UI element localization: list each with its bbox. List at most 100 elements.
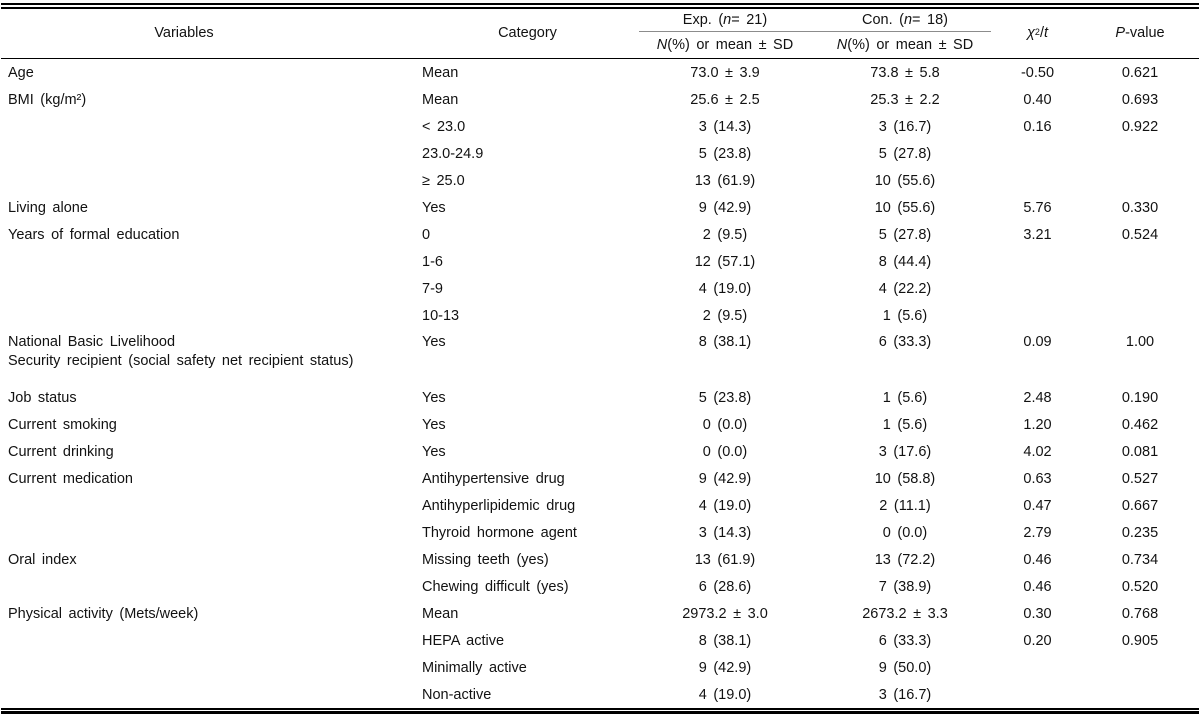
exp-subheader: N (%) or mean ± SD — [635, 32, 815, 58]
exp-group-prefix: Exp. ( — [682, 11, 724, 28]
group-labels-row: Exp. (n = 21) Con. (n = 18) — [635, 9, 995, 31]
table-row: Current medication Antihypertensive drug… — [0, 465, 1200, 492]
variable-label: National Basic Livelihood — [8, 333, 176, 350]
table-row: Antihyperlipidemic drug 4 (19.0) 2 (11.1… — [0, 492, 1200, 519]
exp-value-cell: 9 (42.9) — [698, 199, 752, 216]
table-row: Current drinking Yes 0 (0.0) 3 (17.6) 4.… — [0, 438, 1200, 465]
exp-value-cell: 13 (61.9) — [694, 172, 756, 189]
chi-value-cell: 2.79 — [1023, 524, 1052, 541]
table-row: BMI (kg/m²) Mean 25.6 ± 2.5 25.3 ± 2.2 0… — [0, 86, 1200, 113]
table-row: ≥ 25.0 13 (61.9) 10 (55.6) — [0, 167, 1200, 194]
table-row: Non-active 4 (19.0) 3 (16.7) — [0, 681, 1200, 708]
con-value-cell: 1 (5.6) — [882, 416, 928, 433]
p-value-cell: 0.527 — [1121, 470, 1159, 487]
exp-value-cell: 0 (0.0) — [702, 443, 748, 460]
con-value-cell: 10 (58.8) — [874, 470, 936, 487]
con-value-cell: 6 (33.3) — [878, 334, 932, 351]
p-value-cell: 0.768 — [1121, 605, 1159, 622]
variable-cell: Years of formal education — [0, 227, 420, 243]
category-cell: Yes — [422, 199, 446, 216]
con-value-cell: 0 (0.0) — [882, 524, 928, 541]
exp-value-cell: 4 (19.0) — [698, 280, 752, 297]
variable-cell: Age — [0, 65, 420, 81]
con-value-cell: 3 (17.6) — [878, 443, 932, 460]
table-row: Thyroid hormone agent 3 (14.3) 0 (0.0) 2… — [0, 519, 1200, 546]
p-value-cell: 0.235 — [1121, 524, 1159, 541]
p-value-cell: 0.190 — [1121, 389, 1159, 406]
variables-header: Variables — [154, 25, 214, 41]
table-row: Chewing difficult (yes) 6 (28.6) 7 (38.9… — [0, 573, 1200, 600]
p-value-cell: 0.922 — [1121, 118, 1159, 135]
p-value-rest: -value — [1125, 25, 1165, 41]
con-value-cell: 6 (33.3) — [878, 632, 932, 649]
category-cell: HEPA active — [422, 632, 505, 649]
variable-cell: National Basic Livelihood Security recip… — [0, 329, 420, 371]
variable-label: Physical activity (Mets/week) — [8, 605, 199, 622]
p-value-cell: 0.520 — [1121, 578, 1159, 595]
chi-value-cell: 0.46 — [1023, 578, 1052, 595]
table-row: Current smoking Yes 0 (0.0) 1 (5.6) 1.20… — [0, 411, 1200, 438]
p-value-cell: 0.330 — [1121, 199, 1159, 216]
table-row: Physical activity (Mets/week) Mean 2973.… — [0, 600, 1200, 627]
group-spanner-rule — [639, 30, 991, 32]
con-group-header: Con. (n = 18) — [815, 9, 995, 31]
exp-value-cell: 3 (14.3) — [698, 524, 752, 541]
variable-cell: Physical activity (Mets/week) — [0, 606, 420, 622]
exp-value-cell: 4 (19.0) — [698, 686, 752, 703]
variable-label: BMI (kg/m²) — [8, 91, 87, 108]
con-value-cell: 1 (5.6) — [882, 307, 928, 324]
con-value-cell: 25.3 ± 2.2 — [870, 91, 940, 108]
exp-value-cell: 13 (61.9) — [694, 551, 756, 568]
con-subheader-rest: (%) or mean ± SD — [847, 36, 974, 53]
header-bottom-rule — [1, 57, 1199, 60]
table-row: HEPA active 8 (38.1) 6 (33.3) 0.20 0.905 — [0, 627, 1200, 654]
category-cell: Yes — [422, 416, 446, 433]
table-row: Job status Yes 5 (23.8) 1 (5.6) 2.48 0.1… — [0, 384, 1200, 411]
exp-group-n: n — [723, 11, 732, 28]
con-subheader: N (%) or mean ± SD — [815, 32, 995, 58]
chi-value-cell: 5.76 — [1023, 199, 1052, 216]
chi-value-cell: 0.47 — [1023, 497, 1052, 514]
exp-subheader-n: N — [656, 36, 668, 53]
chi-slash: / — [1039, 25, 1044, 41]
chi-value-cell: 0.63 — [1023, 470, 1052, 487]
con-group-suffix: = 18) — [912, 11, 949, 28]
con-value-cell: 10 (55.6) — [874, 172, 936, 189]
chi-value-cell: 0.09 — [1023, 334, 1052, 351]
exp-value-cell: 25.6 ± 2.5 — [690, 91, 760, 108]
table-bottom-rule-inner — [1, 708, 1199, 710]
variable-label: Current drinking — [8, 443, 114, 460]
exp-value-cell: 5 (23.8) — [698, 145, 752, 162]
con-group-n: n — [903, 11, 913, 28]
p-value-cell: 0.621 — [1121, 64, 1159, 81]
subheaders-row: N (%) or mean ± SD N (%) or mean ± SD — [635, 32, 995, 58]
variable-cell: Current medication — [0, 471, 420, 487]
exp-value-cell: 2 (9.5) — [702, 307, 748, 324]
category-cell: Non-active — [422, 686, 492, 703]
variable-label: Current smoking — [8, 416, 117, 433]
category-cell: Minimally active — [422, 659, 527, 676]
exp-group-header: Exp. (n = 21) — [635, 9, 815, 31]
variable-label: Job status — [8, 389, 77, 406]
chi-square-header: χ 2/t — [1027, 25, 1048, 41]
table-row: < 23.0 3 (14.3) 3 (16.7) 0.16 0.922 — [0, 113, 1200, 140]
variable-label-line2: Security recipient (social safety net re… — [8, 352, 354, 369]
category-cell: Yes — [422, 443, 446, 460]
exp-value-cell: 5 (23.8) — [698, 389, 752, 406]
exp-value-cell: 2 (9.5) — [702, 226, 748, 243]
exp-value-cell: 0 (0.0) — [702, 416, 748, 433]
chi-value-cell: 0.16 — [1023, 118, 1052, 135]
category-cell: Yes — [422, 334, 446, 351]
variable-cell: Current smoking — [0, 417, 420, 433]
table-row: Minimally active 9 (42.9) 9 (50.0) — [0, 654, 1200, 681]
table-row: 23.0-24.9 5 (23.8) 5 (27.8) — [0, 140, 1200, 167]
table-row: Years of formal education 0 2 (9.5) 5 (2… — [0, 221, 1200, 248]
p-value-cell: 0.693 — [1121, 91, 1159, 108]
chi-value-cell: 3.21 — [1023, 226, 1052, 243]
con-value-cell: 3 (16.7) — [878, 686, 932, 703]
table-top-rule-outer — [1, 3, 1199, 5]
category-cell: 1-6 — [422, 253, 443, 270]
variable-cell: BMI (kg/m²) — [0, 92, 420, 108]
con-value-cell: 13 (72.2) — [874, 551, 936, 568]
exp-value-cell: 73.0 ± 3.9 — [690, 64, 760, 81]
